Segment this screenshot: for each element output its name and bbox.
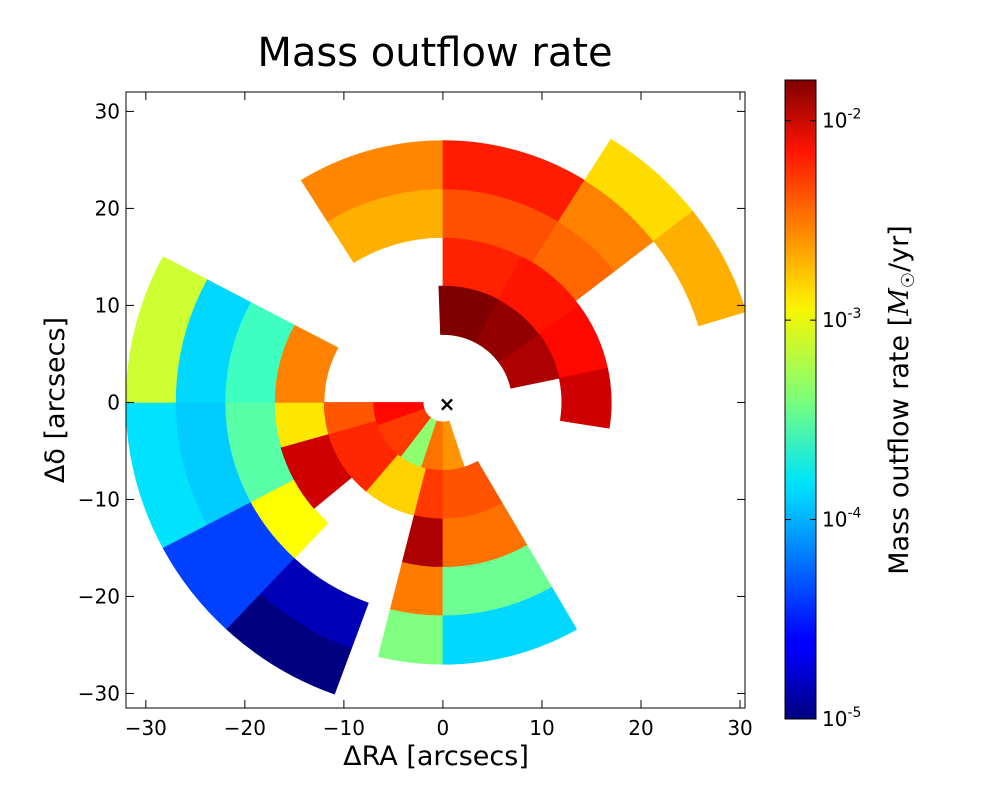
sector-8 xyxy=(653,210,745,327)
y-tick-label-1: −20 xyxy=(78,584,120,608)
sector-39 xyxy=(389,562,444,617)
colorbar-tick-label-0: 10-5 xyxy=(822,705,861,731)
x-tick-label-5: 20 xyxy=(628,716,653,740)
sector-4 xyxy=(442,140,586,222)
colorbar-ticks: 10-5 10-4 10-3 10-2 xyxy=(785,107,862,731)
sector-27 xyxy=(226,593,352,695)
x-axis-label: ΔRA [arcsecs] xyxy=(343,741,529,772)
y-tick-label-2: −10 xyxy=(78,487,120,511)
y-tick-label-5: 20 xyxy=(95,196,120,220)
sector-14 xyxy=(498,333,560,389)
y-tick-label-6: 30 xyxy=(95,99,120,123)
chart-title: Mass outflow rate xyxy=(257,30,612,76)
x-tick-label-1: −20 xyxy=(224,716,266,740)
y-tick-label-0: −30 xyxy=(78,681,120,705)
x-tick-label-6: 30 xyxy=(727,716,752,740)
x-tick-label-4: 10 xyxy=(529,716,554,740)
sector-11 xyxy=(498,256,580,335)
y-axis-label: Δδ [arcsecs] xyxy=(40,317,71,483)
y-axis: −30 −20 −10 0 10 20 30 xyxy=(78,99,745,705)
x-tick-label-2: −10 xyxy=(323,716,365,740)
sector-1 xyxy=(300,140,444,222)
sector-9 xyxy=(438,285,500,343)
x-tick-label-0: −30 xyxy=(125,716,167,740)
sector-44 xyxy=(442,586,578,665)
sector-38 xyxy=(401,515,444,568)
sector-7 xyxy=(584,138,694,242)
colorbar-tick-label-3: 10-2 xyxy=(822,107,861,133)
y-tick-label-3: 0 xyxy=(107,390,120,414)
center-marker: × xyxy=(439,392,456,416)
sector-13 xyxy=(558,367,612,429)
sector-36 xyxy=(442,420,465,471)
x-tick-label-3: 0 xyxy=(437,716,450,740)
colorbar-label: Mass outflow rate [M☉/yr] xyxy=(884,225,919,574)
sector-40 xyxy=(377,609,444,665)
y-tick-label-4: 10 xyxy=(95,293,120,317)
sector-22 xyxy=(126,256,208,403)
colorbar-tick-label-2: 10-3 xyxy=(822,306,861,332)
x-axis: −30 −20 −10 0 10 20 30 xyxy=(125,92,753,740)
sector-layer xyxy=(126,138,745,695)
colorbar-tick-label-1: 10-4 xyxy=(822,506,862,532)
colorbar xyxy=(784,79,817,720)
plot-frame xyxy=(125,91,746,709)
